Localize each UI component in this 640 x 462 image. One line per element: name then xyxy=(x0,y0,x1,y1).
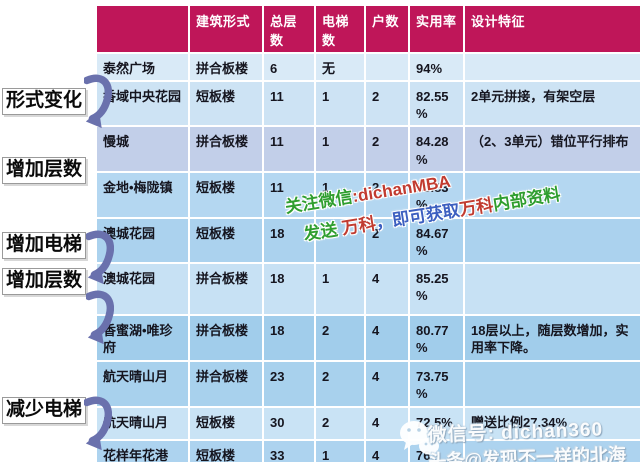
cell-floors: 18 xyxy=(262,216,316,265)
cell-elevators: 2 xyxy=(314,406,366,442)
table-row: 航天晴山月 短板楼 30 2 4 72.5% 赠送比例27.34% xyxy=(95,406,640,442)
cell-floors: 11 xyxy=(262,125,316,173)
curved-arrow-icon xyxy=(84,74,112,129)
cell-elevators: 无 xyxy=(314,51,366,83)
table-row: 香蜜湖•唯珍府 拼合板楼 18 2 4 80.77 % 18层以上，随层数增加，… xyxy=(95,314,640,363)
col-header-usable-rate: 实用率 xyxy=(408,4,465,54)
cell-households: 2 xyxy=(364,80,410,128)
cell-form: 拼合板楼 xyxy=(188,262,264,317)
cell-form: 短板楼 xyxy=(188,170,264,219)
cell-rate: 94% xyxy=(408,51,465,83)
cell-features xyxy=(463,51,640,83)
cell-features: （2、3单元）错位平行排布 xyxy=(463,125,640,173)
cell-floors: 6 xyxy=(262,51,316,83)
cell-rate: 80.77 % xyxy=(408,314,465,363)
cell-floors: 18 xyxy=(262,314,316,363)
cell-households xyxy=(364,51,410,83)
cell-households: 2 xyxy=(364,170,410,219)
cell-project: 花样年花港 xyxy=(95,439,190,462)
table-row: 花样年花港 短板楼 33 1 4 76 % xyxy=(95,439,640,462)
cell-elevators: 1 xyxy=(314,125,366,173)
cell-households: 4 xyxy=(364,439,410,462)
col-header-project xyxy=(95,4,190,54)
cell-rate: 84.67 % xyxy=(408,216,465,265)
col-header-elevators: 电梯数 xyxy=(314,4,366,54)
annotation-more-floors-1: 增加层数 xyxy=(2,157,87,184)
table-header-row: 建筑形式 总层数 电梯数 户数 实用率 设计特征 xyxy=(95,4,640,54)
table-row: 澳城花园 拼合板楼 18 1 4 85.25 % xyxy=(95,262,640,317)
cell-floors: 30 xyxy=(262,406,316,442)
table-row: 航天晴山月 拼合板楼 23 2 4 73.75 % xyxy=(95,360,640,409)
cell-households: 4 xyxy=(364,360,410,409)
annotation-form-change: 形式变化 xyxy=(2,88,87,115)
cell-features: 18层以上，随层数增加，实用率下降。 xyxy=(463,314,640,363)
cell-project: 金地•梅陇镇 xyxy=(95,170,190,219)
cell-project: 香蜜湖•唯珍府 xyxy=(95,314,190,363)
cell-features xyxy=(463,216,640,265)
cell-form: 拼合板楼 xyxy=(188,125,264,173)
cell-floors: 11 xyxy=(262,170,316,219)
cell-elevators: 1 xyxy=(314,262,366,317)
annotation-more-floors-2: 增加层数 xyxy=(2,268,87,295)
col-header-total-floors: 总层数 xyxy=(262,4,316,54)
table-row: 慢城 拼合板楼 11 1 2 84.28 % （2、3单元）错位平行排布 xyxy=(95,125,640,173)
col-header-design-features: 设计特征 xyxy=(463,4,640,54)
cell-form: 拼合板楼 xyxy=(188,360,264,409)
cell-rate: 83.83 % xyxy=(408,170,465,219)
table-row: 香域中央花园 短板楼 11 1 2 82.55 % 2单元拼接，有架空层 xyxy=(95,80,640,128)
cell-project: 慢城 xyxy=(95,125,190,173)
cell-floors: 33 xyxy=(262,439,316,462)
cell-form: 短板楼 xyxy=(188,406,264,442)
cell-elevators: 1 xyxy=(314,439,366,462)
cell-floors: 11 xyxy=(262,80,316,128)
cell-elevators: 1 xyxy=(314,170,366,219)
cell-households: 4 xyxy=(364,262,410,317)
cell-features xyxy=(463,262,640,317)
cell-features xyxy=(463,439,640,462)
cell-project: 泰然广场 xyxy=(95,51,190,83)
curved-arrow-icon xyxy=(86,230,114,285)
cell-rate: 85.25 % xyxy=(408,262,465,317)
cell-households: 4 xyxy=(364,314,410,363)
cell-rate: 84.28 % xyxy=(408,125,465,173)
cell-form: 短板楼 xyxy=(188,439,264,462)
cell-floors: 18 xyxy=(262,262,316,317)
table-row: 金地•梅陇镇 短板楼 11 1 2 83.83 % xyxy=(95,170,640,219)
table-row: 澳城花园 短板楼 18 1 2 84.67 % xyxy=(95,216,640,265)
cell-features: 赠送比例27.34% xyxy=(463,406,640,442)
cell-features: 2单元拼接，有架空层 xyxy=(463,80,640,128)
cell-elevators: 1 xyxy=(314,80,366,128)
cell-elevators: 1 xyxy=(314,216,366,265)
cell-project: 航天晴山月 xyxy=(95,360,190,409)
annotation-fewer-elevators: 减少电梯 xyxy=(2,397,87,424)
cell-features xyxy=(463,170,640,219)
col-header-building-form: 建筑形式 xyxy=(188,4,264,54)
usable-rate-table: 建筑形式 总层数 电梯数 户数 实用率 设计特征 泰然广场 拼合板楼 6 无 9… xyxy=(95,4,640,462)
cell-rate: 82.55 % xyxy=(408,80,465,128)
cell-elevators: 2 xyxy=(314,314,366,363)
cell-floors: 23 xyxy=(262,360,316,409)
cell-households: 2 xyxy=(364,216,410,265)
cell-form: 短板楼 xyxy=(188,216,264,265)
annotation-more-elevators: 增加电梯 xyxy=(2,232,87,259)
cell-form: 拼合板楼 xyxy=(188,314,264,363)
table-row: 泰然广场 拼合板楼 6 无 94% xyxy=(95,51,640,83)
cell-form: 拼合板楼 xyxy=(188,51,264,83)
curved-arrow-icon xyxy=(86,290,114,345)
curved-arrow-icon xyxy=(84,396,112,451)
cell-households: 2 xyxy=(364,125,410,173)
cell-features xyxy=(463,360,640,409)
cell-form: 短板楼 xyxy=(188,80,264,128)
cell-rate: 73.75 % xyxy=(408,360,465,409)
wechat-icon xyxy=(400,421,439,458)
cell-elevators: 2 xyxy=(314,360,366,409)
col-header-households: 户数 xyxy=(364,4,410,54)
